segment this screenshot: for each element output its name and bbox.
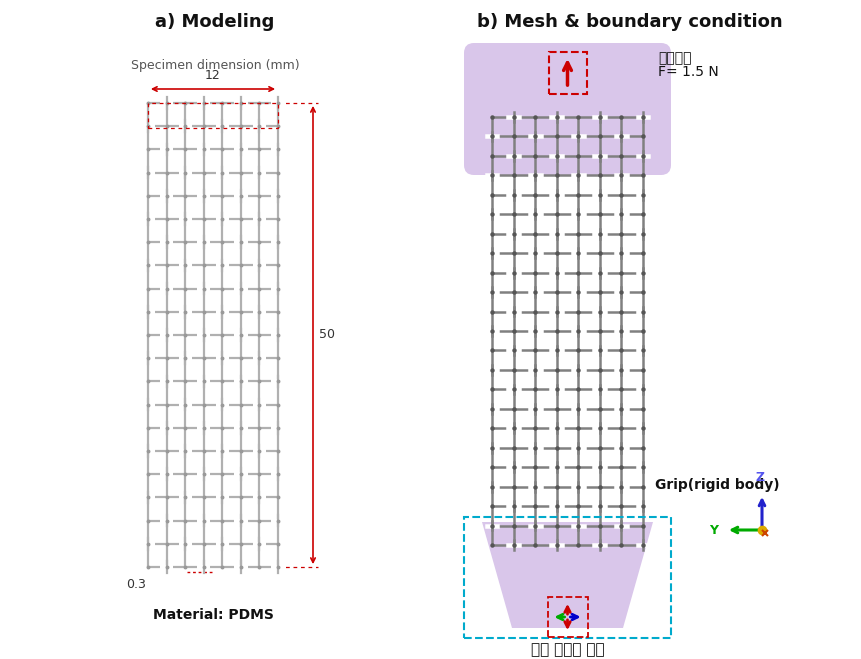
Text: Material: PDMS: Material: PDMS xyxy=(152,608,274,622)
Text: Grip(rigid body): Grip(rigid body) xyxy=(655,478,779,492)
Bar xyxy=(148,103,278,128)
Text: 12: 12 xyxy=(205,69,221,82)
Text: F= 1.5 N: F= 1.5 N xyxy=(658,65,719,79)
Text: 모든 자유도 구속: 모든 자유도 구속 xyxy=(530,643,604,658)
Text: 0.3: 0.3 xyxy=(126,579,146,592)
Text: Y: Y xyxy=(709,523,718,536)
Text: a) Modeling: a) Modeling xyxy=(155,13,275,31)
Text: Specimen dimension (mm): Specimen dimension (mm) xyxy=(131,59,300,71)
Text: Z: Z xyxy=(755,471,765,484)
Text: 50: 50 xyxy=(319,328,335,341)
Bar xyxy=(464,517,671,638)
Bar xyxy=(548,52,586,94)
FancyBboxPatch shape xyxy=(464,43,671,175)
Polygon shape xyxy=(482,522,653,628)
Text: 단축인장: 단축인장 xyxy=(658,51,691,65)
Bar xyxy=(548,597,587,637)
Text: b) Mesh & boundary condition: b) Mesh & boundary condition xyxy=(477,13,783,31)
